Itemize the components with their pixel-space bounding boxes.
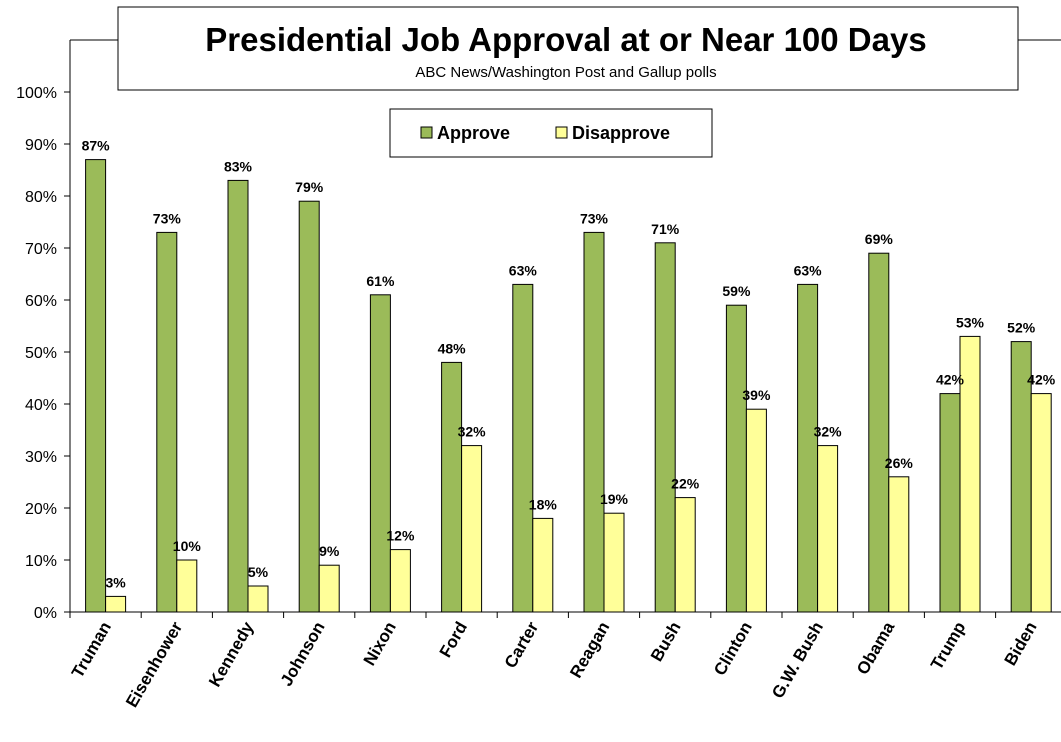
data-label-approve-johnson: 79% <box>295 179 324 195</box>
data-label-disapprove-eisenhower: 10% <box>173 538 202 554</box>
bar-approve-g-w-bush <box>797 283 819 613</box>
y-tick-label: 30% <box>25 449 57 466</box>
legend-label-disapprove: Disapprove <box>572 123 670 143</box>
data-label-disapprove-johnson: 9% <box>319 543 340 559</box>
data-label-approve-biden: 52% <box>1007 320 1036 336</box>
data-label-disapprove-biden: 42% <box>1027 372 1056 388</box>
data-label-disapprove-kennedy: 5% <box>248 564 269 580</box>
bar-disapprove-g-w-bush <box>817 445 839 613</box>
x-tick-label-reagan: Reagan <box>566 619 613 682</box>
y-tick-label: 20% <box>25 501 57 518</box>
data-label-disapprove-clinton: 39% <box>742 387 771 403</box>
bar-approve-eisenhower <box>156 231 178 613</box>
data-label-disapprove-ford: 32% <box>458 424 487 440</box>
y-tick-label: 50% <box>25 345 57 362</box>
y-tick-label: 80% <box>25 189 57 206</box>
data-label-approve-nixon: 61% <box>366 273 395 289</box>
data-label-approve-eisenhower: 73% <box>153 210 182 226</box>
x-tick-label-carter: Carter <box>501 618 543 671</box>
bar-approve-johnson <box>298 200 320 613</box>
bar-approve-obama <box>868 252 890 613</box>
data-label-disapprove-trump: 53% <box>956 314 985 330</box>
bar-disapprove-eisenhower <box>176 559 198 613</box>
chart-subtitle: ABC News/Washington Post and Gallup poll… <box>415 64 716 81</box>
bar-approve-truman <box>85 159 107 613</box>
data-label-disapprove-g-w-bush: 32% <box>814 424 843 440</box>
y-tick-label: 70% <box>25 241 57 258</box>
y-axis-ticks: 0% 10% 20% 30% 40% 50% 60% 70% 80% 90% 100% <box>16 85 70 622</box>
chart-title: Presidential Job Approval at or Near 100… <box>205 21 926 58</box>
bar-approve-ford <box>441 361 463 613</box>
y-tick-label: 10% <box>25 553 57 570</box>
bar-disapprove-bush <box>674 497 696 613</box>
legend: Approve Disapprove <box>389 108 713 158</box>
bar-disapprove-johnson <box>318 564 340 613</box>
bar-disapprove-truman <box>105 595 127 613</box>
y-tick-label: 0% <box>34 605 57 622</box>
data-label-approve-obama: 69% <box>865 231 894 247</box>
legend-swatch-approve <box>420 126 433 139</box>
bar-approve-bush <box>654 242 676 613</box>
data-label-disapprove-obama: 26% <box>885 455 914 471</box>
bar-approve-reagan <box>583 231 605 613</box>
bar-disapprove-biden <box>1030 393 1052 613</box>
bar-approve-clinton <box>725 304 747 613</box>
x-tick-label-bush: Bush <box>647 619 685 665</box>
data-label-approve-ford: 48% <box>438 340 467 356</box>
bars <box>85 159 1052 613</box>
bar-approve-nixon <box>369 294 391 613</box>
title-box: Presidential Job Approval at or Near 100… <box>117 6 1019 91</box>
x-tick-label-kennedy: Kennedy <box>205 618 258 690</box>
x-tick-label-trump: Trump <box>927 619 969 673</box>
data-label-approve-carter: 63% <box>509 262 538 278</box>
x-tick-label-truman: Truman <box>68 619 115 682</box>
bar-disapprove-carter <box>532 517 554 613</box>
bar-disapprove-trump <box>959 335 981 613</box>
x-tick-label-obama: Obama <box>853 618 899 678</box>
y-tick-label: 90% <box>25 137 57 154</box>
bar-disapprove-reagan <box>603 512 625 613</box>
x-axis-ticks: Truman Eisenhower Kennedy Johnson Nixon Ford C… <box>68 612 1041 711</box>
bar-approve-carter <box>512 283 534 613</box>
bar-disapprove-nixon <box>389 549 411 613</box>
x-tick-label-eisenhower: Eisenhower <box>122 618 186 710</box>
y-tick-label: 40% <box>25 397 57 414</box>
x-tick-label-nixon: Nixon <box>360 619 400 669</box>
x-tick-label-johnson: Johnson <box>277 619 329 690</box>
data-label-approve-kennedy: 83% <box>224 158 253 174</box>
data-label-approve-bush: 71% <box>651 221 680 237</box>
data-label-disapprove-truman: 3% <box>105 574 126 590</box>
data-label-approve-reagan: 73% <box>580 210 609 226</box>
x-tick-label-biden: Biden <box>1001 619 1041 669</box>
data-label-approve-g-w-bush: 63% <box>794 262 823 278</box>
bar-approve-kennedy <box>227 179 249 613</box>
y-tick-label: 60% <box>25 293 57 310</box>
y-tick-label: 100% <box>16 85 57 102</box>
x-tick-label-ford: Ford <box>436 619 471 661</box>
data-label-approve-trump: 42% <box>936 372 965 388</box>
legend-label-approve: Approve <box>437 123 510 143</box>
data-label-disapprove-bush: 22% <box>671 476 700 492</box>
data-label-disapprove-reagan: 19% <box>600 491 629 507</box>
data-labels: 87% 3% 73% 10% 83% 5% 79% 9% 61% 12% 48% 32% 63% 18% 7… <box>82 138 1056 591</box>
bar-disapprove-ford <box>461 445 483 613</box>
legend-frame <box>389 108 713 158</box>
bar-disapprove-obama <box>888 476 910 613</box>
title-box-frame <box>117 6 1019 91</box>
data-label-approve-clinton: 59% <box>722 283 751 299</box>
x-tick-label-g-w-bush: G.W. Bush <box>768 619 827 702</box>
data-label-approve-truman: 87% <box>82 138 111 154</box>
bar-disapprove-clinton <box>745 408 767 613</box>
bar-approve-trump <box>939 393 961 613</box>
data-label-disapprove-carter: 18% <box>529 496 558 512</box>
x-tick-label-clinton: Clinton <box>710 619 756 679</box>
bar-disapprove-kennedy <box>247 585 269 613</box>
legend-swatch-disapprove <box>555 126 568 139</box>
data-label-disapprove-nixon: 12% <box>386 528 415 544</box>
